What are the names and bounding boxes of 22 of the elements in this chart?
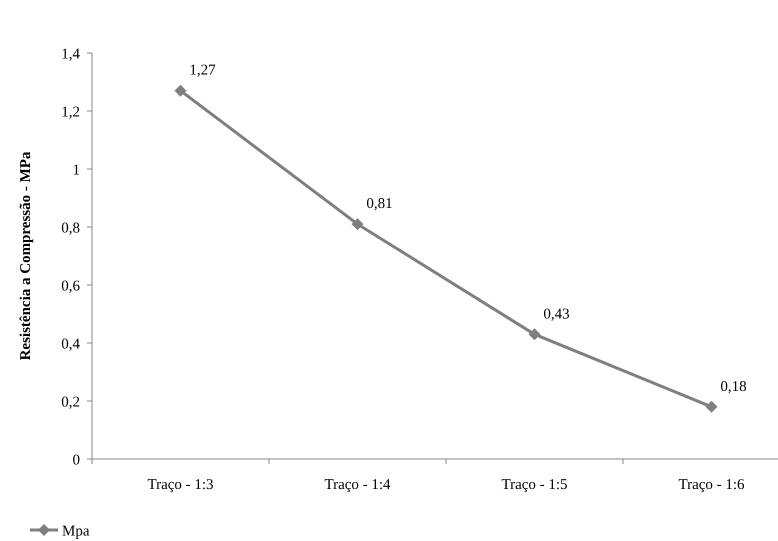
point (528, 328, 540, 340)
x-tick-label: Traço - 1:6 (678, 477, 746, 493)
y-tick-label: 1,2 (61, 104, 80, 120)
y-tick-label: 1 (72, 162, 80, 178)
x-tick-label: Traço - 1:5 (501, 477, 568, 493)
y-tick-label: 0,2 (61, 394, 80, 410)
y-tick-label: 1,4 (61, 46, 80, 62)
y-tick-label: 0,6 (61, 278, 80, 294)
y-axis-title: Resistência a Compressão - MPa (18, 151, 34, 360)
data-label: 0,18 (720, 378, 747, 395)
x-tick-label: Traço - 1:4 (324, 477, 392, 493)
y-tick-label: 0,8 (61, 220, 80, 236)
data-label: 1,27 (189, 62, 216, 79)
point (352, 218, 364, 230)
legend-label: Mpa (62, 523, 90, 540)
point (174, 84, 186, 97)
y-tick-label: 0,4 (61, 336, 80, 352)
data-label: 0,81 (366, 196, 393, 212)
y-tick-label: 0 (72, 452, 80, 468)
point (706, 400, 718, 413)
x-tick-label: Traço - 1:3 (147, 477, 214, 493)
data-label: 0,43 (543, 306, 570, 322)
